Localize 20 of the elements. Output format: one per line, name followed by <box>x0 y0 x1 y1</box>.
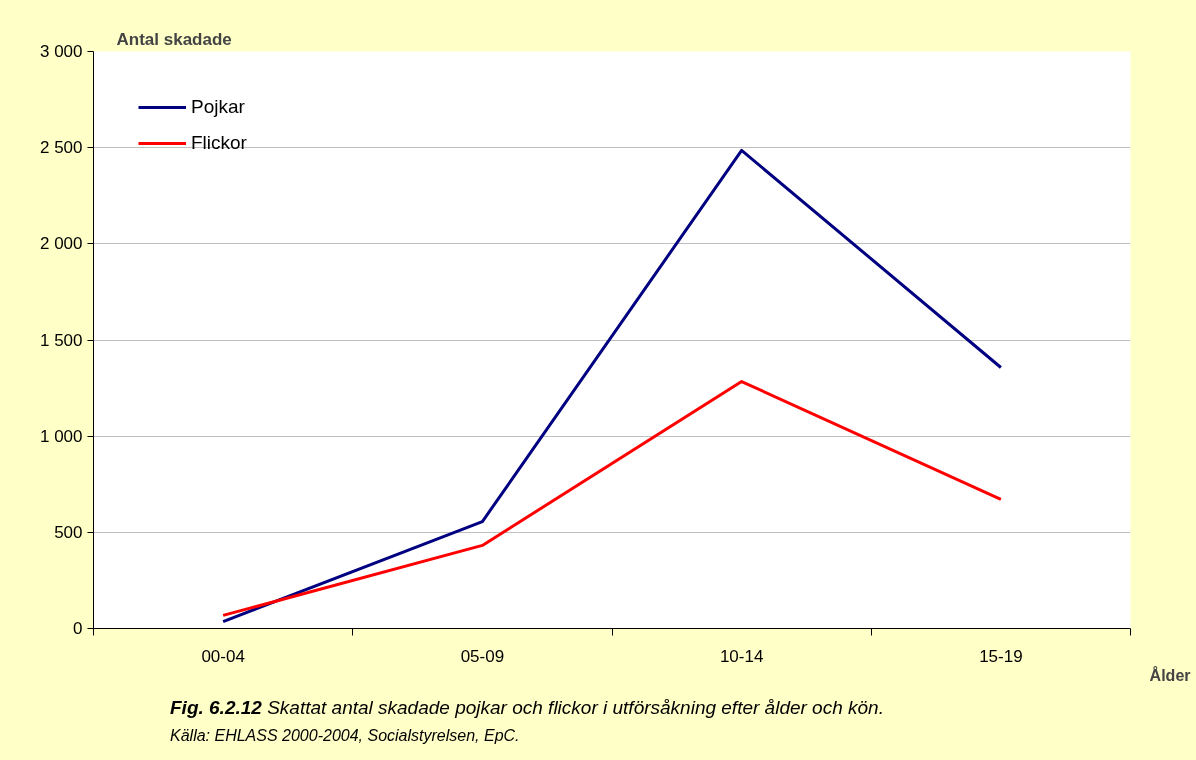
y-tick-label: 500 <box>54 522 83 542</box>
legend-label: Pojkar <box>191 96 245 118</box>
y-tick-label: 1 000 <box>39 426 83 446</box>
y-tick-label: 1 500 <box>39 330 83 350</box>
y-tick-label: 3 000 <box>39 42 83 61</box>
text: Skattat antal skadade pojkar och flickor i utförsåkning efter ålder och kön. <box>267 697 884 718</box>
x-tick-label: 10-14 <box>719 646 764 666</box>
y-tick-label: 2 000 <box>39 234 83 254</box>
x-tick-label: 15-19 <box>979 646 1023 666</box>
y-tick-label: 0 <box>73 619 83 638</box>
caption: Fig. 6.2.12 <box>170 697 262 718</box>
legend-label: Flickor <box>191 132 247 154</box>
text: Källa: EHLASS 2000-2004, Socialstyrelsen, EpC. <box>170 726 521 747</box>
line-series <box>221 380 1003 617</box>
x-tick-label: 00-04 <box>201 646 245 666</box>
line-series <box>221 148 1003 624</box>
x-axis-title: Ålder <box>1149 665 1191 684</box>
y-axis-title: Antal skadade <box>116 29 232 49</box>
x-tick-label: 05-09 <box>460 646 505 666</box>
y-tick-label: 2 500 <box>39 138 83 158</box>
